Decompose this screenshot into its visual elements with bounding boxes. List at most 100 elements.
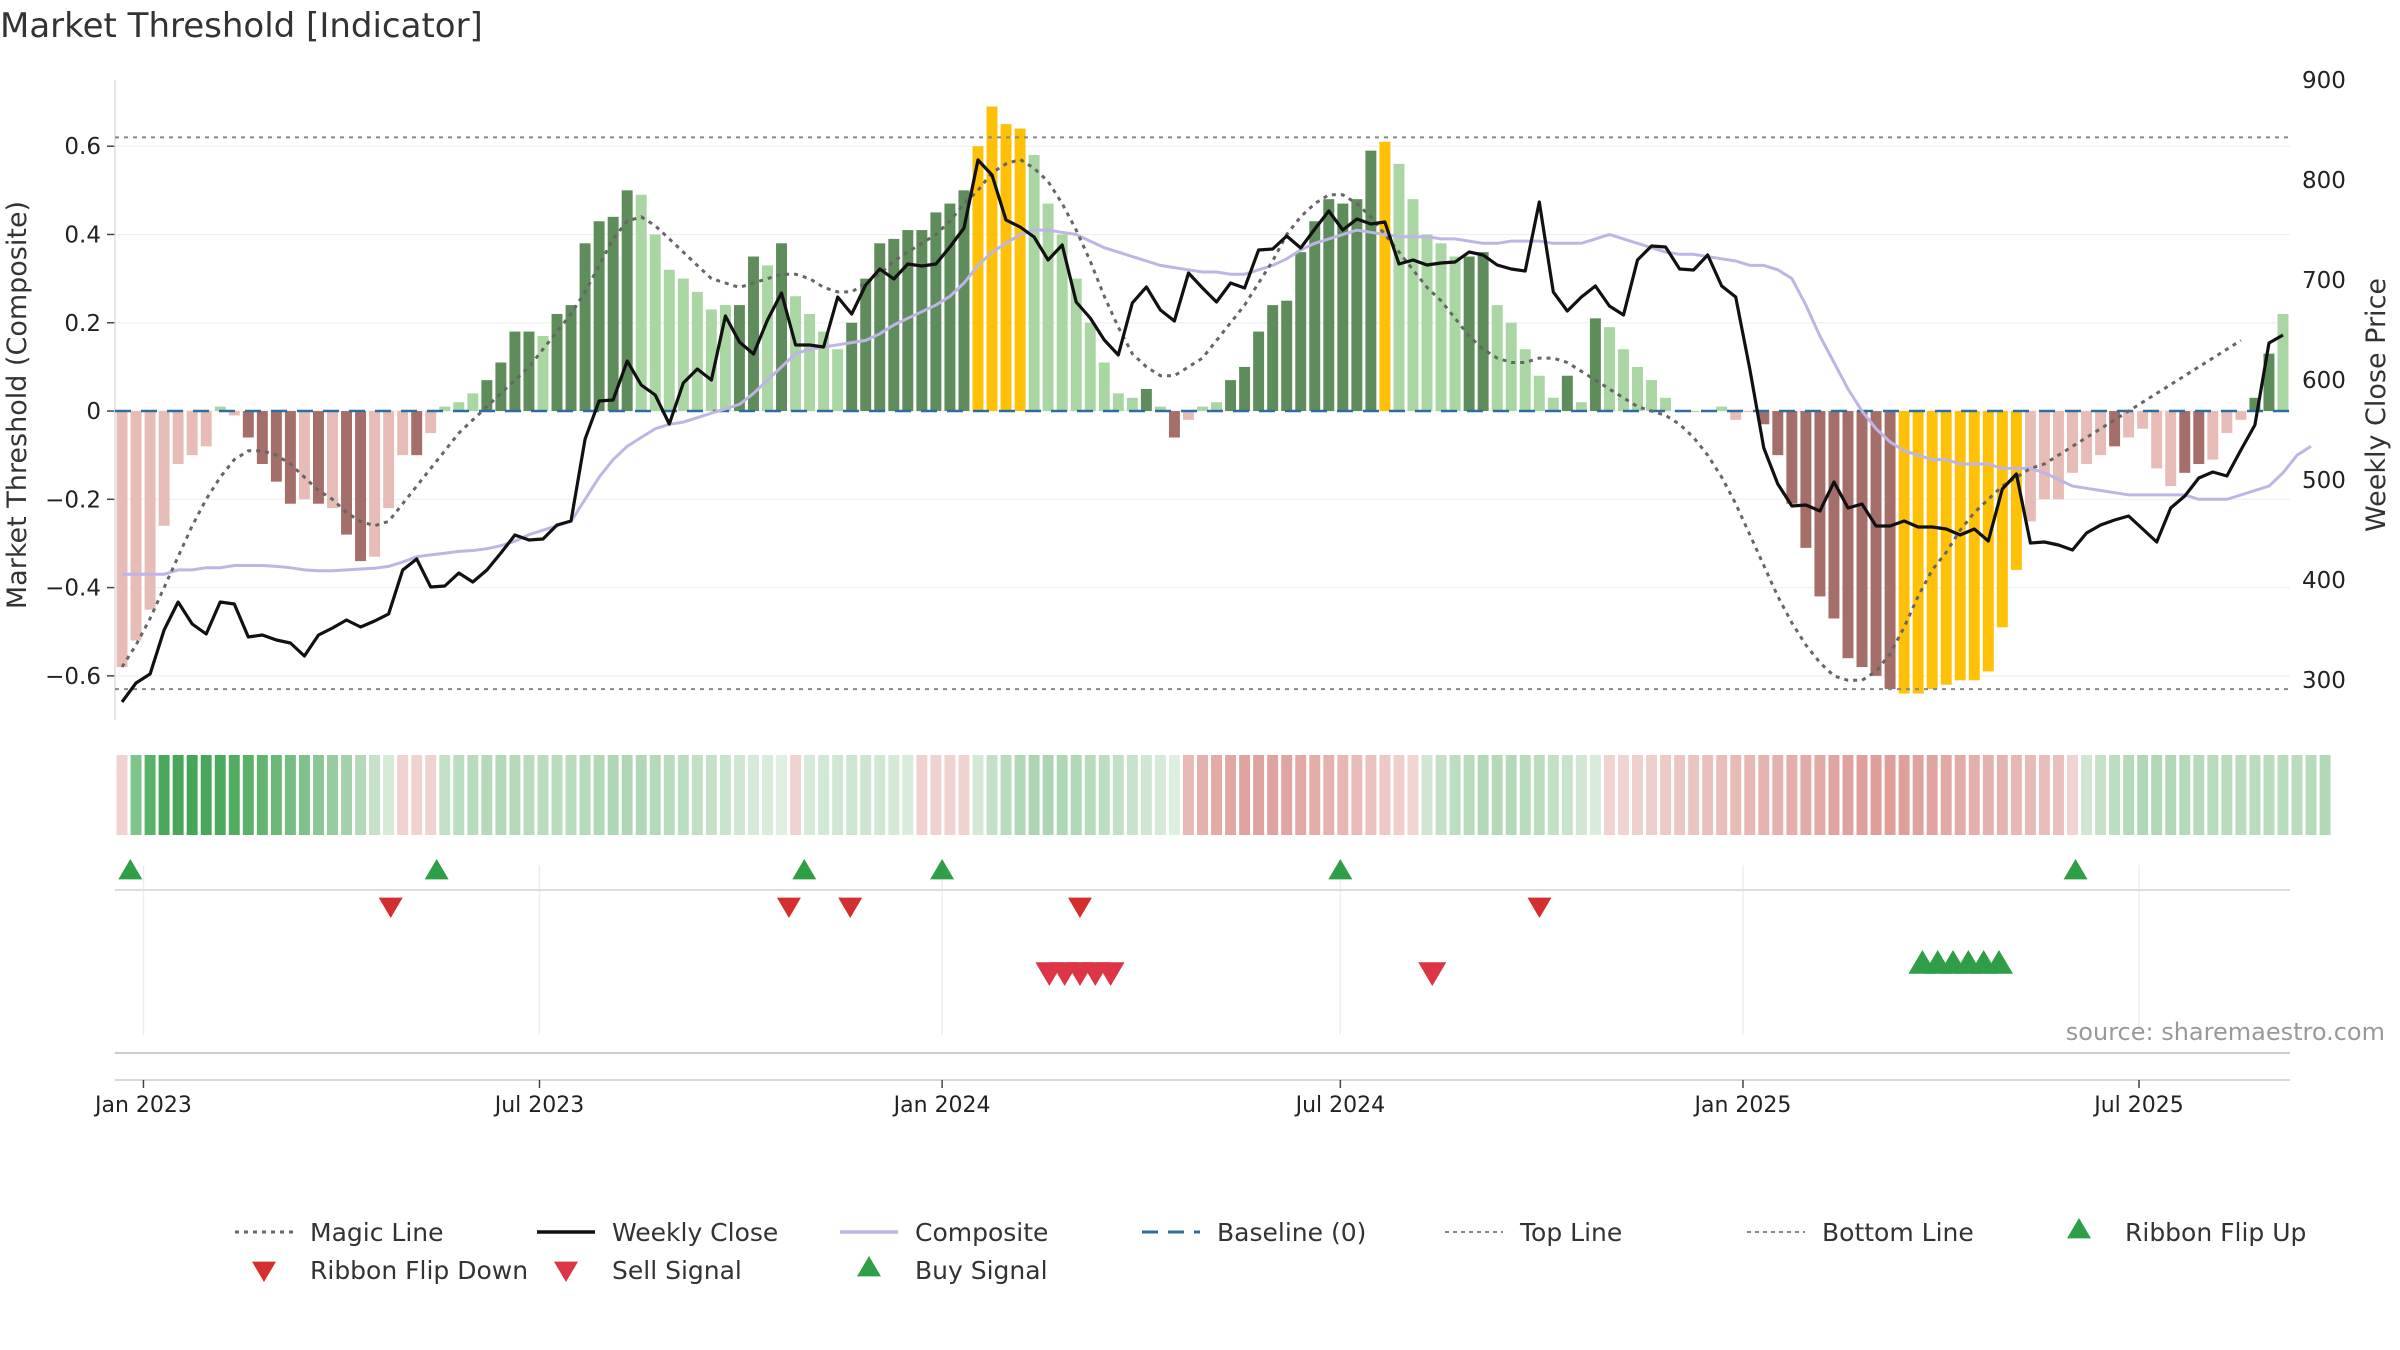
ribbon-cell [383, 755, 395, 835]
composite-bar [691, 291, 703, 412]
composite-bar [1660, 397, 1672, 412]
ribbon-cell [172, 755, 184, 835]
composite-bar [944, 203, 956, 412]
ribbon-cell [144, 755, 156, 835]
ribbon-cell [1140, 755, 1152, 835]
composite-bar [1996, 411, 2008, 628]
weekly-close-line [120, 158, 2284, 703]
composite-bar [1098, 362, 1110, 412]
composite-bar [242, 411, 254, 438]
composite-bar [1267, 305, 1279, 412]
ribbon-cell [1084, 755, 1096, 835]
ribbon-cell [242, 755, 254, 835]
ribbon-cell [1126, 755, 1138, 835]
composite-bar [1800, 411, 1812, 548]
ribbon-cell [944, 755, 956, 835]
composite-bar [214, 406, 226, 412]
x-tick-label: Jan 2025 [1693, 1093, 1792, 1118]
source-credit: source: sharemaestro.com [2066, 1018, 2385, 1046]
composite-bar [733, 305, 745, 412]
composite-bar [1828, 411, 1840, 619]
composite-bar [972, 146, 984, 412]
ribbon-cell [425, 755, 437, 835]
y2-tick-label: 900 [2302, 68, 2346, 94]
composite-bar [1337, 203, 1349, 412]
ribbon-cell [1842, 755, 1854, 835]
ribbon-cell [411, 755, 423, 835]
composite-bar [705, 309, 717, 412]
composite-bar [144, 411, 156, 610]
y-tick-label: 0.4 [64, 222, 101, 248]
ribbon-cell [1351, 755, 1363, 835]
ribbon-cell [1996, 755, 2008, 835]
composite-bar [1603, 327, 1615, 412]
y2-tick-label: 500 [2302, 468, 2346, 494]
composite-bar [270, 411, 282, 482]
composite-bar [411, 411, 423, 456]
composite-bar [1884, 411, 1896, 690]
ribbon-cell [1211, 755, 1223, 835]
composite-bar [1926, 411, 1938, 690]
composite-bar [1112, 393, 1124, 412]
ribbon-cell [1323, 755, 1335, 835]
ribbon-cell [467, 755, 479, 835]
composite-bar [1379, 141, 1391, 412]
ribbon-cell [1182, 755, 1194, 835]
y-tick-label: −0.2 [45, 487, 101, 513]
ribbon-cell [1982, 755, 1994, 835]
composite-bar [186, 411, 198, 456]
ribbon-cell [719, 755, 731, 835]
composite-bar [1197, 406, 1208, 412]
composite-bar [1295, 252, 1307, 412]
composite-bar [621, 190, 633, 412]
composite-bar [1772, 411, 1784, 456]
ribbon-cell [1225, 755, 1237, 835]
ribbon-flip-up-marker [118, 859, 143, 880]
ribbon-cell [1281, 755, 1293, 835]
ribbon-cell [1519, 755, 1531, 835]
composite-bar [1225, 380, 1237, 412]
ribbon-cell [762, 755, 773, 835]
composite-bar [2235, 411, 2247, 420]
composite-bar [1786, 411, 1798, 504]
composite-bar [439, 406, 451, 412]
ribbon-cell [1772, 755, 1784, 835]
ribbon-cell [1449, 755, 1461, 835]
ribbon-cell [790, 755, 802, 835]
composite-bar [2151, 411, 2163, 469]
composite-bar [1309, 221, 1321, 412]
composite-bar [1477, 252, 1489, 412]
ribbon-cell [551, 755, 563, 835]
composite-bar [523, 331, 535, 412]
composite-bar [383, 411, 395, 509]
composite-bar [1533, 375, 1545, 412]
x-tick-label: Jul 2023 [493, 1093, 585, 1118]
ribbon-cell [1660, 755, 1672, 835]
composite-bar [116, 411, 128, 668]
ribbon-cell [2319, 755, 2331, 835]
composite-bar [312, 411, 324, 504]
legend-swatch [857, 1256, 881, 1277]
composite-bar [860, 278, 872, 412]
composite-bar [1968, 411, 1980, 681]
ribbon-flip-down-marker [1067, 897, 1092, 918]
legend-swatch [554, 1261, 578, 1282]
composite-bar [397, 411, 409, 456]
ribbon-cell [930, 755, 942, 835]
ribbon-cell [509, 755, 521, 835]
composite-bar [1954, 411, 1966, 681]
ribbon-cell [369, 755, 381, 835]
ribbon-cell [1112, 755, 1124, 835]
composite-bar [1168, 411, 1180, 438]
x-tick-label: Jan 2024 [892, 1093, 991, 1118]
composite-bar [467, 393, 479, 412]
composite-bar [2277, 313, 2289, 412]
composite-bar [874, 243, 886, 412]
composite-bar [537, 336, 549, 412]
ribbon-cell [2165, 755, 2177, 835]
ribbon-cell [2277, 755, 2289, 835]
composite-bar [2249, 397, 2261, 412]
composite-bar [2081, 411, 2093, 464]
legend-label: Top Line [1519, 1218, 1622, 1247]
